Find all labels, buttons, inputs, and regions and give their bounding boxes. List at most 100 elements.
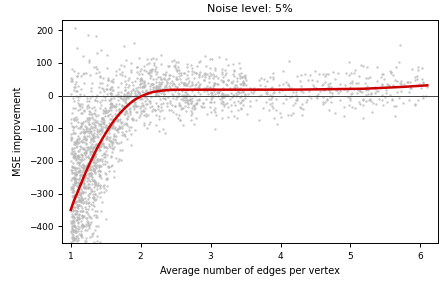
Point bbox=[79, 119, 86, 124]
Point bbox=[95, 183, 102, 188]
Point bbox=[118, 94, 125, 98]
Point bbox=[106, 105, 113, 110]
Point bbox=[81, 185, 88, 189]
Point bbox=[187, 98, 194, 102]
Point bbox=[124, 84, 131, 89]
Point bbox=[86, 111, 93, 116]
Point bbox=[102, 162, 109, 167]
Point bbox=[219, 95, 226, 100]
Point bbox=[219, 100, 226, 105]
Point bbox=[80, 196, 87, 201]
Point bbox=[83, 176, 90, 180]
Point bbox=[189, 83, 196, 87]
Point bbox=[68, 194, 75, 198]
Point bbox=[126, 109, 133, 114]
Point bbox=[78, 224, 85, 228]
Point bbox=[94, 209, 101, 214]
Point bbox=[76, 157, 83, 162]
Point bbox=[139, 72, 146, 77]
Point bbox=[154, 104, 161, 109]
Point bbox=[91, 135, 99, 140]
Point bbox=[76, 189, 83, 194]
Point bbox=[389, 83, 396, 87]
Point bbox=[69, 165, 76, 170]
Point bbox=[68, 132, 75, 136]
Point bbox=[118, 96, 125, 100]
Point bbox=[100, 161, 107, 166]
Point bbox=[293, 96, 301, 100]
Point bbox=[75, 191, 82, 196]
Point bbox=[76, 169, 83, 174]
Point bbox=[329, 94, 336, 99]
Point bbox=[321, 100, 328, 105]
Point bbox=[72, 156, 79, 161]
Point bbox=[81, 150, 88, 154]
Point bbox=[80, 162, 87, 166]
Point bbox=[84, 165, 91, 169]
Point bbox=[158, 53, 165, 57]
Point bbox=[341, 83, 348, 87]
Point bbox=[408, 67, 415, 72]
Point bbox=[284, 81, 291, 86]
Point bbox=[92, 171, 99, 175]
Point bbox=[73, 230, 80, 234]
Point bbox=[75, 163, 82, 168]
Point bbox=[335, 91, 342, 96]
Point bbox=[72, 142, 79, 147]
Point bbox=[108, 96, 115, 101]
Point bbox=[183, 109, 190, 114]
Point bbox=[78, 124, 85, 128]
Point bbox=[91, 192, 99, 196]
Point bbox=[138, 66, 145, 71]
Point bbox=[239, 81, 246, 85]
Point bbox=[384, 82, 391, 87]
Point bbox=[74, 154, 81, 158]
Point bbox=[208, 90, 215, 94]
Point bbox=[77, 182, 84, 186]
Point bbox=[148, 109, 155, 114]
Point bbox=[286, 84, 293, 88]
Point bbox=[108, 154, 115, 159]
Point bbox=[222, 92, 229, 97]
Point bbox=[76, 102, 83, 106]
Point bbox=[85, 122, 92, 127]
Point bbox=[215, 91, 222, 95]
Point bbox=[78, 154, 85, 159]
Point bbox=[78, 233, 85, 238]
Point bbox=[99, 138, 106, 143]
Point bbox=[91, 163, 99, 167]
Point bbox=[191, 69, 198, 74]
Point bbox=[90, 197, 97, 202]
Point bbox=[91, 154, 98, 159]
Point bbox=[76, 130, 84, 135]
Point bbox=[75, 120, 82, 124]
Point bbox=[108, 125, 115, 130]
Point bbox=[91, 125, 99, 130]
Point bbox=[163, 83, 170, 88]
Point bbox=[72, 211, 79, 216]
Point bbox=[204, 112, 211, 116]
Point bbox=[270, 116, 277, 120]
Point bbox=[96, 74, 103, 78]
Point bbox=[123, 93, 130, 98]
Point bbox=[181, 98, 188, 103]
Point bbox=[89, 189, 96, 193]
Point bbox=[71, 106, 78, 110]
Point bbox=[69, 146, 76, 151]
Point bbox=[358, 90, 366, 94]
Point bbox=[77, 160, 84, 164]
Point bbox=[164, 95, 171, 100]
Point bbox=[116, 102, 123, 107]
Point bbox=[120, 64, 127, 69]
Point bbox=[121, 44, 128, 49]
Point bbox=[82, 135, 89, 140]
Point bbox=[347, 80, 354, 85]
Point bbox=[132, 93, 139, 98]
Point bbox=[235, 90, 242, 94]
Point bbox=[88, 136, 95, 140]
Point bbox=[104, 110, 111, 114]
Point bbox=[84, 103, 91, 108]
Point bbox=[93, 239, 100, 244]
Point bbox=[351, 71, 358, 76]
Point bbox=[269, 70, 276, 75]
